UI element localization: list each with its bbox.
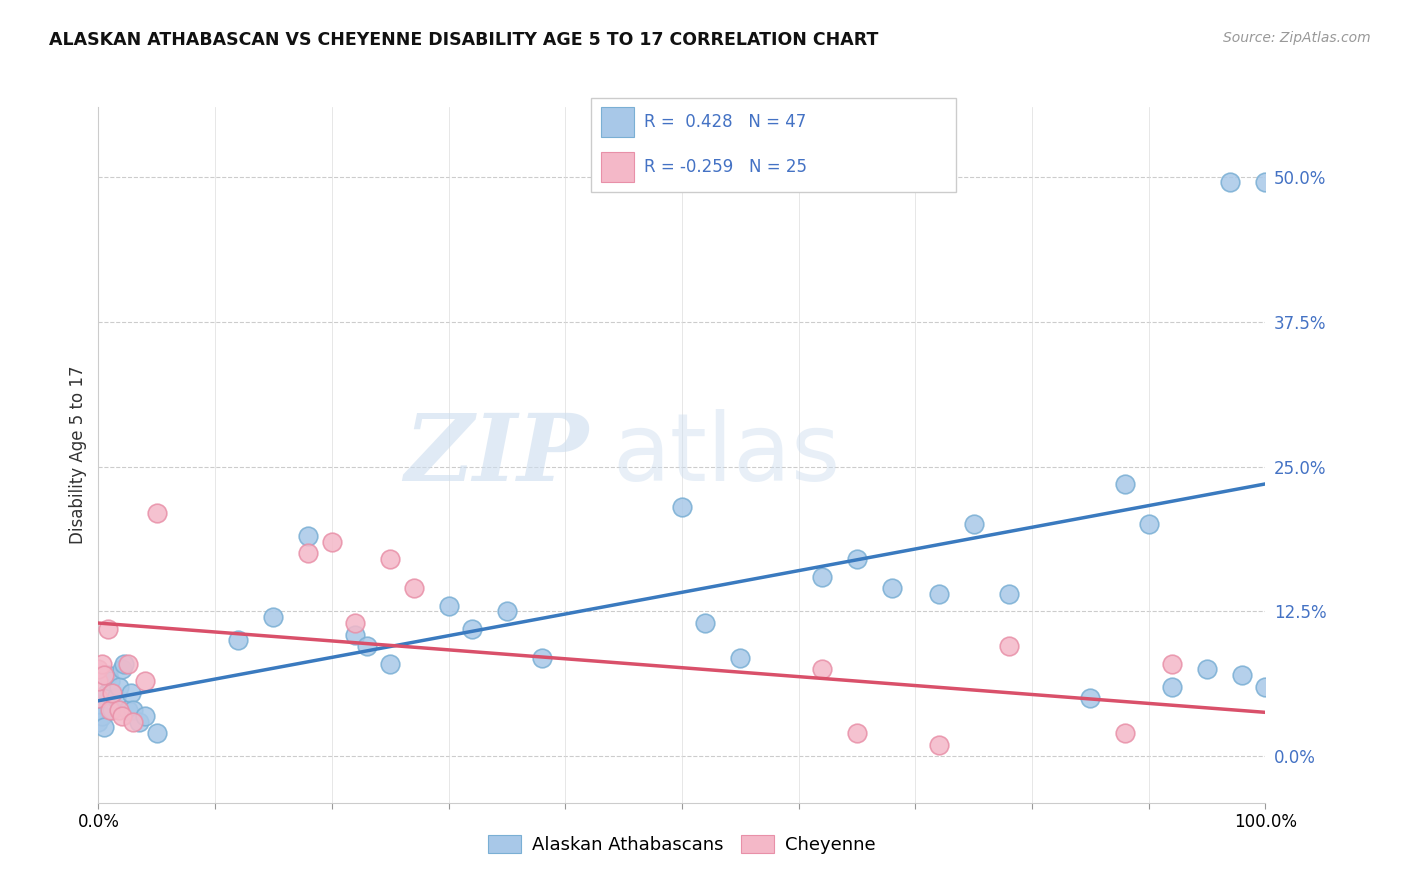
Point (1161, 680, 1184, 694)
Point (297, 546, 319, 561)
Point (1114, 726, 1136, 740)
Point (496, 605, 519, 619)
Point (87, 703, 110, 717)
Point (997, 587, 1019, 601)
Point (108, 680, 131, 694)
Point (117, 703, 139, 717)
Point (1254, 175, 1277, 190)
Point (122, 714, 145, 729)
Point (87, 698, 110, 712)
Point (87, 674, 110, 689)
Text: ZIP: ZIP (405, 410, 589, 500)
Point (96, 686, 118, 700)
Point (90, 657, 112, 671)
Point (730, 651, 752, 665)
Point (108, 703, 131, 717)
Point (846, 552, 869, 566)
Point (97, 622, 120, 636)
Point (87, 714, 110, 729)
Point (356, 639, 378, 653)
Point (112, 657, 135, 671)
Point (530, 651, 553, 665)
Point (1195, 662, 1218, 677)
Bar (602, 153, 634, 183)
Point (146, 506, 169, 520)
Point (1114, 476, 1136, 491)
Point (93, 668, 115, 682)
Point (671, 500, 693, 514)
Text: R =  0.428   N = 47: R = 0.428 N = 47 (644, 113, 806, 131)
Point (1219, 175, 1241, 190)
Point (120, 686, 142, 700)
Point (1161, 657, 1184, 671)
Y-axis label: Disability Age 5 to 17: Disability Age 5 to 17 (69, 366, 87, 544)
Point (1230, 668, 1253, 682)
Legend: Alaskan Athabascans, Cheyenne: Alaskan Athabascans, Cheyenne (479, 826, 884, 863)
Point (402, 582, 425, 596)
Point (228, 633, 250, 648)
Point (928, 587, 950, 601)
Point (122, 703, 145, 717)
Point (134, 708, 156, 723)
Point (880, 582, 903, 596)
Point (104, 691, 127, 706)
Point (962, 517, 984, 532)
Point (344, 628, 367, 642)
Point (461, 622, 484, 636)
Point (97, 668, 120, 682)
Point (98, 674, 121, 689)
Point (1137, 517, 1160, 532)
FancyBboxPatch shape (591, 98, 956, 192)
Point (928, 738, 950, 752)
Point (1254, 680, 1277, 694)
Point (380, 552, 402, 566)
Point (101, 703, 124, 717)
Point (117, 657, 139, 671)
Point (93, 721, 115, 735)
Point (344, 615, 367, 630)
Point (1080, 691, 1102, 706)
Point (846, 726, 869, 740)
Point (146, 726, 169, 740)
Point (98, 703, 121, 717)
Point (811, 662, 834, 677)
Point (262, 610, 284, 624)
Text: R = -0.259   N = 25: R = -0.259 N = 25 (644, 159, 807, 177)
Point (297, 529, 319, 543)
Text: ALASKAN ATHABASCAN VS CHEYENNE DISABILITY AGE 5 TO 17 CORRELATION CHART: ALASKAN ATHABASCAN VS CHEYENNE DISABILIT… (49, 31, 879, 49)
Point (997, 639, 1019, 653)
Point (87, 662, 110, 677)
Point (811, 570, 834, 584)
Point (437, 599, 460, 613)
Text: atlas: atlas (612, 409, 841, 501)
Point (90, 708, 112, 723)
Point (111, 662, 134, 677)
Point (111, 708, 134, 723)
Bar (602, 108, 634, 137)
Point (380, 657, 402, 671)
Point (134, 674, 156, 689)
Text: Source: ZipAtlas.com: Source: ZipAtlas.com (1223, 31, 1371, 45)
Point (321, 534, 343, 549)
Point (128, 714, 150, 729)
Point (87, 691, 110, 706)
Point (695, 615, 717, 630)
Point (101, 686, 124, 700)
